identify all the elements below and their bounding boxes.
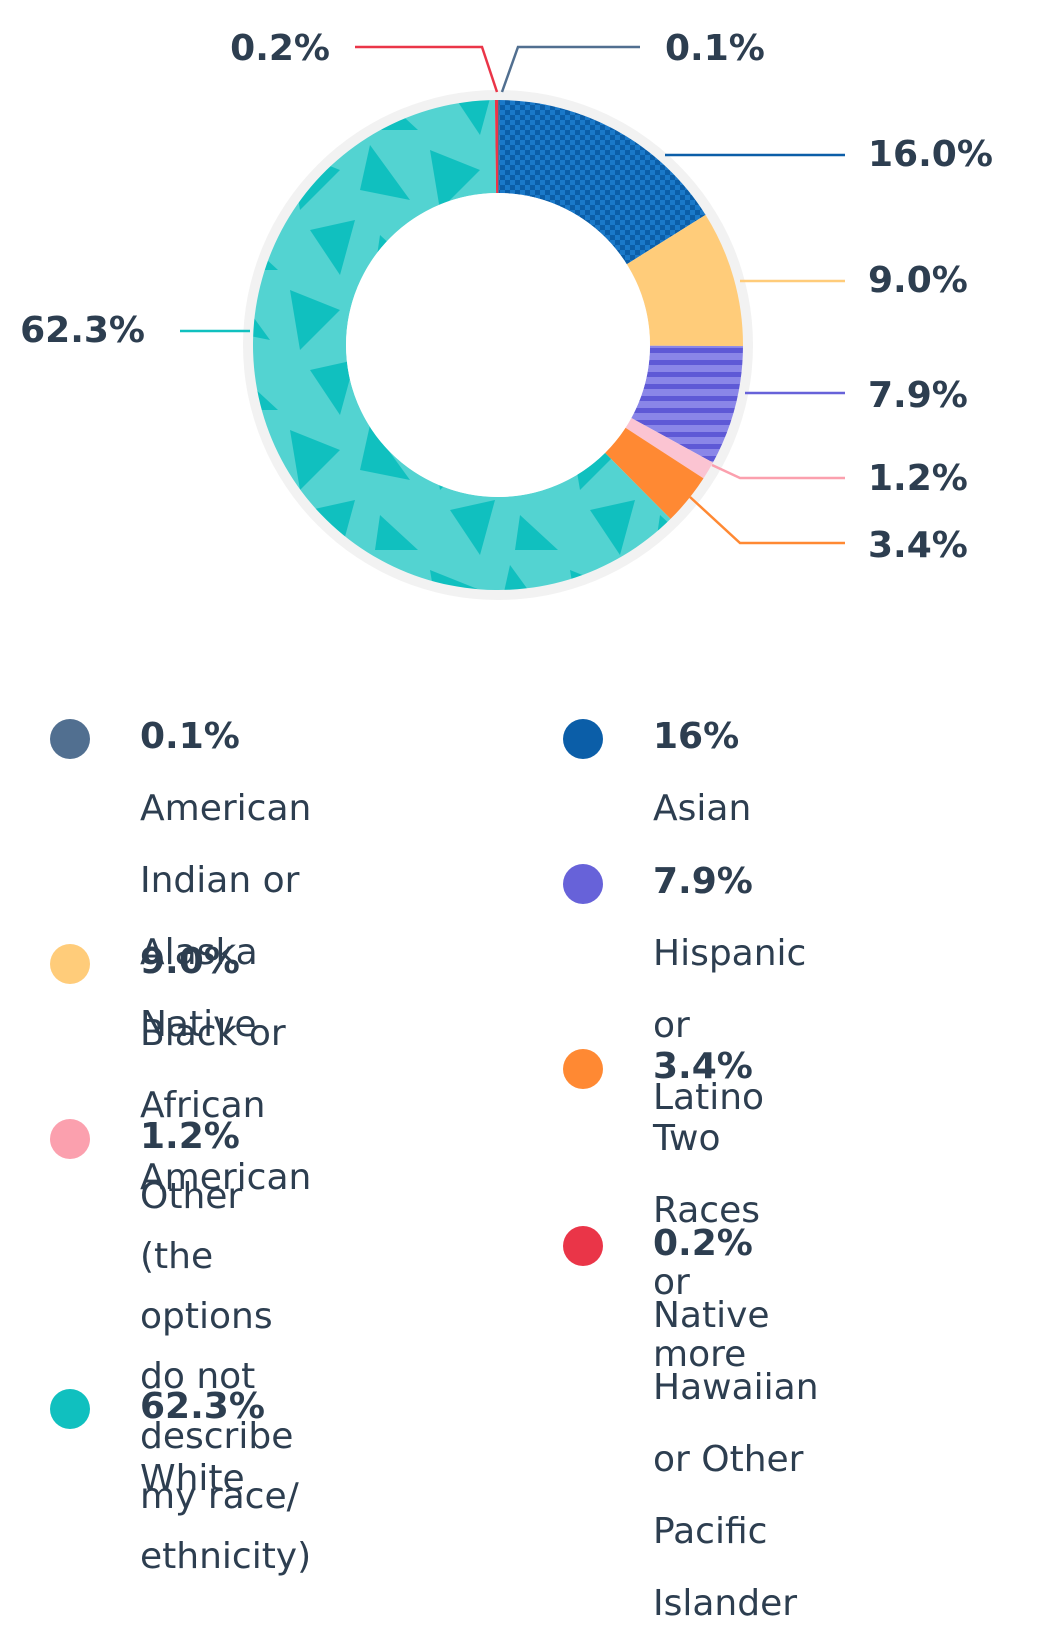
slice-0 — [498, 100, 500, 194]
slice-1 — [498, 100, 706, 265]
legend-category: White — [140, 1458, 245, 1499]
slice-6 — [252, 100, 671, 591]
slice-7 — [494, 100, 498, 194]
slice-label-3: 7.9% — [868, 375, 968, 416]
slice-3 — [631, 345, 743, 463]
legend-percent: 3.4% — [653, 1046, 753, 1087]
slice-label-6: 62.3% — [20, 310, 145, 351]
legend-swatch — [563, 1049, 603, 1089]
leader-line-0 — [500, 45, 640, 93]
legend-percent: 7.9% — [653, 861, 753, 902]
slice-label-1: 16.0% — [868, 134, 993, 175]
donut-chart: 0.1% 16.0% 9.0% 7.9% 1.2% 3.4% 62.3% 0.2% — [20, 28, 993, 600]
legend-percent: 62.3% — [140, 1386, 265, 1427]
legend-label: 0.1% American Indian or Alaska Native — [140, 701, 311, 1061]
slice-label-4: 1.2% — [868, 458, 968, 499]
legend-category: Black or African American — [140, 1013, 312, 1198]
legend-label: 1.2% Other (the options do not describe my… — [140, 1107, 311, 1587]
legend-swatch — [50, 1389, 90, 1429]
legend-label: 62.3% White — [140, 1371, 265, 1515]
legend-swatch — [563, 719, 603, 759]
legend-percent: 9.0% — [140, 941, 240, 982]
slice-label-5: 3.4% — [868, 525, 968, 566]
legend-percent: 1.2% — [140, 1116, 240, 1157]
legend-category: Hispanic or Latino — [653, 933, 807, 1118]
legend-category: Asian — [653, 788, 752, 829]
slice-5 — [605, 427, 704, 519]
slice-label-7: 0.2% — [230, 28, 330, 69]
legend-swatch — [563, 1226, 603, 1266]
legend-category: Native Hawaiian or Other Pacific Islander — [653, 1295, 819, 1624]
legend-swatch — [50, 1119, 90, 1159]
slice-2 — [626, 214, 743, 347]
legend-label: 0.2% Native Hawaiian or Other Pacific Isla… — [653, 1208, 819, 1640]
slice-4 — [625, 417, 713, 479]
leader-line-4 — [711, 463, 845, 480]
slice-label-2: 9.0% — [868, 260, 968, 301]
donut-hole — [346, 193, 650, 497]
legend-category: Two Races or more — [653, 1118, 760, 1375]
legend-percent: 0.1% — [140, 716, 240, 757]
legend-label: 9.0% Black or African American — [140, 926, 311, 1214]
legend-label: 7.9% Hispanic or Latino — [653, 846, 806, 1134]
legend-percent: 16% — [653, 716, 740, 757]
legend-swatch — [50, 944, 90, 984]
legend-percent: 0.2% — [653, 1223, 753, 1264]
leader-line-5 — [689, 496, 845, 545]
legend-swatch — [50, 719, 90, 759]
leader-line-7 — [355, 45, 499, 93]
legend-category: American Indian or Alaska Native — [140, 788, 312, 1045]
legend-swatch — [563, 864, 603, 904]
slice-label-0: 0.1% — [665, 28, 765, 69]
legend-label: 16% Asian — [653, 701, 751, 845]
legend-label: 3.4% Two Races or more — [653, 1031, 760, 1391]
